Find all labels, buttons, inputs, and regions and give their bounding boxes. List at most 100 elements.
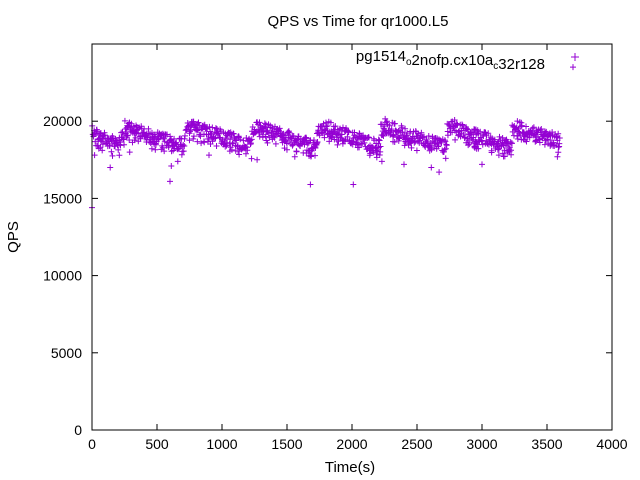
data-point — [326, 138, 333, 145]
data-point — [91, 152, 98, 159]
data-point — [152, 141, 159, 148]
data-point — [491, 136, 498, 143]
data-point — [107, 164, 114, 171]
data-point — [276, 125, 283, 132]
data-point — [526, 134, 533, 141]
data-point — [224, 139, 231, 146]
data-point — [339, 124, 346, 131]
data-point — [194, 138, 201, 145]
data-point — [358, 140, 365, 147]
data-point — [304, 140, 311, 147]
data-point — [351, 129, 358, 136]
data-point — [291, 153, 298, 160]
data-point — [256, 119, 263, 126]
data-point — [117, 142, 124, 149]
data-point — [168, 162, 175, 169]
data-point — [213, 142, 220, 149]
data-point — [465, 142, 472, 149]
data-point — [474, 141, 481, 148]
data-point — [181, 143, 188, 150]
data-point — [190, 135, 197, 142]
data-point — [236, 151, 243, 158]
data-point — [442, 155, 449, 162]
data-point — [466, 141, 473, 148]
data-point — [323, 123, 330, 130]
data-point — [489, 135, 496, 142]
data-point — [223, 142, 230, 149]
data-point — [482, 129, 489, 136]
data-point — [254, 156, 261, 163]
data-point — [180, 141, 187, 148]
data-point — [187, 128, 194, 135]
data-point — [537, 127, 544, 134]
data-point — [529, 125, 536, 132]
data-point — [222, 143, 229, 150]
data-point — [507, 139, 514, 146]
y-axis-ticks: 0 5000 10000 15000 20000 — [43, 113, 612, 438]
data-point — [242, 150, 249, 157]
legend-marker — [571, 53, 579, 61]
data-point — [365, 134, 372, 141]
data-point — [494, 146, 501, 153]
data-point — [307, 181, 314, 188]
data-point — [538, 125, 545, 132]
data-point — [555, 130, 562, 137]
y-axis-label: QPS — [5, 221, 22, 253]
data-point — [386, 122, 393, 129]
data-point — [312, 144, 319, 151]
data-point — [99, 141, 106, 148]
data-point — [112, 136, 119, 143]
data-point — [542, 137, 549, 144]
data-point — [390, 131, 397, 138]
data-point — [145, 125, 152, 132]
x-tick-label: 1500 — [271, 436, 302, 452]
data-point — [488, 149, 495, 156]
data-point — [543, 136, 550, 143]
legend-label-part: c — [493, 61, 498, 72]
data-point — [463, 126, 470, 133]
chart-title: QPS vs Time for qr1000.L5 — [268, 13, 449, 30]
data-point — [332, 123, 339, 130]
y-tick-label: 20000 — [43, 113, 82, 129]
data-point — [128, 120, 135, 127]
data-point — [381, 126, 388, 133]
data-point — [282, 137, 289, 144]
data-point — [97, 144, 104, 151]
data-point — [383, 118, 390, 125]
legend-label-part: o — [406, 57, 412, 68]
data-point — [380, 132, 387, 139]
data-point — [97, 130, 104, 137]
data-point — [350, 181, 357, 188]
data-point — [431, 145, 438, 152]
data-point — [294, 136, 301, 143]
data-points — [89, 64, 576, 211]
data-point — [518, 119, 525, 126]
data-point — [501, 147, 508, 154]
data-point — [475, 145, 482, 152]
data-point — [536, 139, 543, 146]
x-tick-label: 3000 — [466, 436, 497, 452]
x-tick-label: 1000 — [206, 436, 237, 452]
x-tick-label: 3500 — [531, 436, 562, 452]
data-point — [391, 120, 398, 127]
data-point — [523, 138, 530, 145]
data-point — [428, 164, 435, 171]
data-point — [92, 138, 99, 145]
data-point — [256, 133, 263, 140]
data-point — [399, 124, 406, 131]
data-point — [132, 134, 139, 141]
data-point — [541, 141, 548, 148]
data-point — [167, 133, 174, 140]
data-point — [388, 126, 395, 133]
legend-label-part: 2nofp.cx10a — [412, 52, 494, 69]
legend-label-part: pg1514 — [356, 48, 406, 65]
data-point — [206, 123, 213, 130]
data-point — [518, 122, 525, 129]
data-point — [289, 142, 296, 149]
data-point — [376, 137, 383, 144]
data-point — [553, 134, 560, 141]
y-tick-label: 15000 — [43, 190, 82, 206]
data-point — [336, 131, 343, 138]
data-point — [530, 124, 537, 131]
data-point — [457, 133, 464, 140]
